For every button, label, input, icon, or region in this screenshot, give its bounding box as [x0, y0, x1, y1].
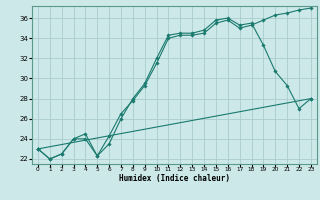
X-axis label: Humidex (Indice chaleur): Humidex (Indice chaleur)	[119, 174, 230, 183]
